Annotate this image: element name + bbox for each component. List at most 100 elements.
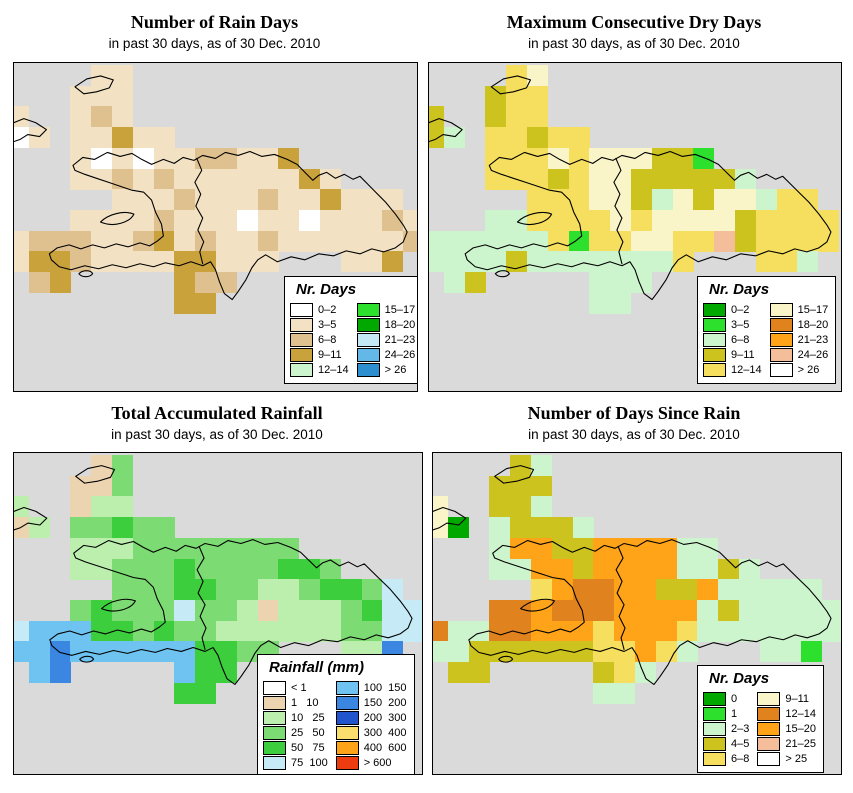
map-cell xyxy=(631,209,652,231)
map-cell xyxy=(693,189,715,211)
map-cell xyxy=(70,517,92,539)
map-cell xyxy=(112,251,133,273)
map-cell xyxy=(593,579,615,601)
legend-entry: 15–20 xyxy=(757,721,816,736)
map-cell xyxy=(236,147,258,169)
panel-subtitle: in past 30 days, as of 30 Dec. 2010 xyxy=(528,427,740,442)
map-cell xyxy=(739,558,760,580)
map-cell xyxy=(91,558,113,580)
map-cell xyxy=(631,272,652,293)
map-cell xyxy=(443,230,465,252)
map-cell xyxy=(506,106,528,128)
legend-swatch xyxy=(290,332,313,347)
map-cell xyxy=(236,599,258,621)
map-cell xyxy=(651,189,673,211)
map-cell xyxy=(361,579,383,601)
legend-swatch xyxy=(335,740,359,755)
map-cell xyxy=(714,189,736,211)
map-cell xyxy=(91,455,113,476)
legend-title: Nr. Days xyxy=(709,281,770,298)
map-cell xyxy=(693,168,715,190)
map-cell xyxy=(651,251,673,273)
map-cell xyxy=(572,517,594,539)
map-cell xyxy=(132,558,154,580)
map-cell xyxy=(174,230,196,252)
map-cell xyxy=(697,620,719,642)
map-cell xyxy=(70,537,92,559)
map-cell xyxy=(49,272,71,293)
map-cell xyxy=(216,620,237,642)
map-cell xyxy=(527,85,548,107)
map-cell xyxy=(635,620,656,642)
map-cell xyxy=(382,599,404,621)
map-cell xyxy=(112,599,133,621)
map-cell xyxy=(631,147,652,169)
map-cell xyxy=(614,599,636,621)
map-cell xyxy=(572,558,594,580)
map-cell xyxy=(547,230,569,252)
map-cell xyxy=(174,558,196,580)
map-cell xyxy=(236,558,258,580)
map-cell xyxy=(195,189,217,211)
map-cell xyxy=(568,209,590,231)
map-cell xyxy=(132,189,154,211)
legend-entry: < 1 xyxy=(263,680,328,695)
map-cell xyxy=(433,496,448,518)
legend-swatch xyxy=(703,736,726,751)
map-cell xyxy=(340,209,362,231)
map-cell xyxy=(531,517,552,539)
map-cell xyxy=(70,475,92,497)
map-cell xyxy=(755,251,777,273)
legend-entry: 300 400 xyxy=(335,725,407,740)
panel-title: Total Accumulated Rainfall xyxy=(111,403,323,423)
panel-subtitle: in past 30 days, as of 30 Dec. 2010 xyxy=(528,36,740,51)
map-cell xyxy=(676,558,698,580)
map-cell xyxy=(610,189,632,211)
map-cell xyxy=(112,537,133,559)
map-cell xyxy=(14,496,29,518)
map-cell xyxy=(818,230,840,252)
legend-entry: 150 200 xyxy=(335,695,407,710)
map-cell xyxy=(278,620,300,642)
map-cell xyxy=(195,147,217,169)
legend-rain-days: Nr. Days 0–2 3–5 6–8 9–11 12–14 15–17 18–20 21–… xyxy=(284,276,417,384)
map-cell xyxy=(527,209,548,231)
legend-swatch xyxy=(769,302,793,317)
map-cell xyxy=(531,558,552,580)
legend-swatch xyxy=(290,347,313,362)
map-cell xyxy=(693,209,715,231)
map-cell xyxy=(28,230,50,252)
legend-column: 100 150 150 200 200 300 300 400 400 600 > 600 xyxy=(335,680,407,770)
map-cell xyxy=(216,209,237,231)
map-cell xyxy=(236,230,258,252)
map-cell xyxy=(174,147,196,169)
map-cell xyxy=(593,682,615,704)
map-days-since-rain: Nr. Days 0 1 2–3 4–5 6–8 9–11 12–14 15–20 21–25 >… xyxy=(432,452,842,775)
legend-entry: > 25 xyxy=(757,751,816,766)
map-cell xyxy=(70,106,92,128)
map-cell xyxy=(236,168,258,190)
map-cell xyxy=(14,106,29,128)
map-cell xyxy=(780,579,802,601)
map-cell xyxy=(447,517,469,539)
map-cell xyxy=(527,251,548,273)
map-cell xyxy=(195,168,217,190)
map-cell xyxy=(174,641,196,663)
map-cell xyxy=(340,579,362,601)
map-cell xyxy=(153,251,175,273)
map-cell xyxy=(568,168,590,190)
legend-swatch xyxy=(356,332,380,347)
legend-swatch xyxy=(290,317,313,332)
map-cell xyxy=(28,662,50,683)
map-cell xyxy=(91,127,113,149)
map-cell xyxy=(676,641,698,663)
map-cell xyxy=(236,209,258,231)
map-cell xyxy=(195,599,217,621)
map-cell xyxy=(776,251,798,273)
map-cell xyxy=(531,537,552,559)
legend-entry: 1 10 xyxy=(263,695,328,710)
map-cell xyxy=(531,455,552,476)
map-cell xyxy=(614,620,636,642)
map-cell xyxy=(527,147,548,169)
legend-entry: 12–14 xyxy=(757,706,816,721)
